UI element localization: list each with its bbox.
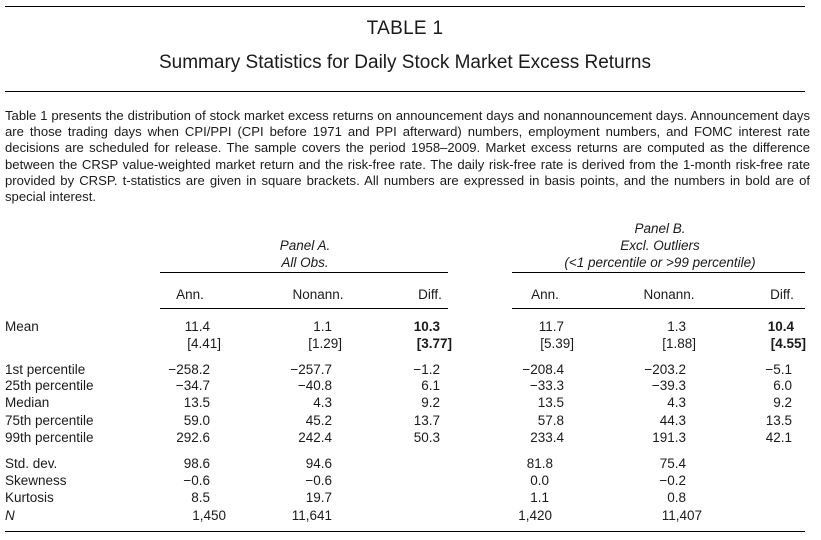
cell-p1-nonann-b: −203.2	[644, 362, 686, 377]
cell-n-ann-a: 1,450	[192, 508, 226, 523]
cell-std-nonann-b: 75.4	[659, 456, 686, 471]
cell-p99-ann-b: 233.4	[530, 430, 564, 445]
cell-median-nonann-b: 4.3	[667, 395, 686, 410]
panel-a-line2: All Obs.	[281, 255, 329, 270]
row-label-p25: 25th percentile	[5, 378, 94, 393]
cell-p75-diff-b: 13.5	[765, 413, 792, 428]
col-header-nonann-a: Nonann.	[292, 287, 344, 302]
table-caption: Table 1 presents the distribution of sto…	[5, 108, 810, 205]
cell-p25-diff-a: 6.1	[421, 378, 440, 393]
cell-p1-diff-a: −1.2	[413, 362, 440, 377]
row-label-median: Median	[5, 395, 50, 410]
col-rule-a	[160, 308, 448, 309]
caption-text: Table 1 presents the distribution of sto…	[5, 108, 810, 205]
cell-p75-diff-a: 13.7	[413, 413, 440, 428]
cell-p1-nonann-a: −257.7	[290, 362, 332, 377]
col-header-ann-b: Ann.	[531, 287, 559, 302]
cell-kurt-ann-a: 8.5	[191, 490, 210, 505]
row-label-mean: Mean	[5, 319, 39, 334]
panel-b-line3: (<1 percentile or >99 percentile)	[564, 255, 756, 270]
cell-skew-ann-b: 0.0	[530, 473, 549, 488]
cell-p1-diff-b: −5.1	[765, 362, 792, 377]
cell-mean-diff-b: 10.4	[767, 319, 794, 334]
col-header-nonann-b: Nonann.	[643, 287, 695, 302]
row-label-p75: 75th percentile	[5, 413, 94, 428]
cell-mean-t-ann-b: [5.39]	[540, 336, 574, 351]
bottom-rule	[5, 531, 805, 532]
cell-median-ann-a: 13.5	[183, 395, 210, 410]
row-label-p1: 1st percentile	[5, 362, 86, 377]
cell-mean-ann-b: 11.7	[538, 319, 564, 334]
cell-median-diff-a: 9.2	[421, 395, 440, 410]
cell-p99-nonann-b: 191.3	[652, 430, 686, 445]
row-label-std: Std. dev.	[5, 456, 58, 471]
cell-mean-t-nonann-a: [1.29]	[308, 336, 342, 351]
panel-b-line1: Panel B.	[634, 221, 686, 236]
cell-p75-ann-b: 57.8	[537, 413, 564, 428]
col-rule-b	[512, 308, 805, 309]
cell-mean-nonann-b: 1.3	[667, 319, 686, 334]
table-title: Summary Statistics for Daily Stock Marke…	[158, 52, 651, 73]
cell-p75-nonann-a: 45.2	[305, 413, 332, 428]
cell-mean-nonann-a: 1.1	[313, 319, 332, 334]
cell-mean-t-nonann-b: [1.88]	[662, 336, 696, 351]
cell-p25-ann-b: −33.3	[529, 378, 564, 393]
cell-median-ann-b: 13.5	[537, 395, 564, 410]
row-label-kurt: Kurtosis	[5, 490, 54, 505]
col-header-diff-b: Diff.	[770, 287, 794, 302]
col-header-diff-a: Diff.	[418, 287, 442, 302]
cell-p99-nonann-a: 242.4	[298, 430, 332, 445]
cell-p75-ann-a: 59.0	[183, 413, 210, 428]
cell-mean-t-diff-a: [3.77]	[416, 336, 452, 351]
col-header-ann-a: Ann.	[176, 287, 204, 302]
panel-b-line2: Excl. Outliers	[620, 238, 700, 253]
title-rule	[5, 91, 805, 92]
cell-std-nonann-a: 94.6	[305, 456, 332, 471]
cell-p1-ann-a: −258.2	[168, 362, 210, 377]
cell-n-nonann-a: 11,641	[291, 508, 332, 523]
top-rule	[5, 6, 805, 7]
cell-skew-nonann-b: −0.2	[659, 473, 686, 488]
panel-a-heading: Panel A. All Obs.	[220, 237, 390, 271]
cell-median-nonann-a: 4.3	[313, 395, 332, 410]
cell-p1-ann-b: −208.4	[522, 362, 564, 377]
cell-mean-t-diff-b: [4.55]	[770, 336, 806, 351]
cell-mean-ann-a: 11.4	[184, 319, 210, 334]
panel-b-heading: Panel B. Excl. Outliers (<1 percentile o…	[500, 220, 820, 271]
cell-p25-diff-b: 6.0	[773, 378, 792, 393]
cell-mean-t-ann-a: [4.41]	[187, 336, 221, 351]
row-label-n: N	[5, 508, 15, 523]
cell-skew-nonann-a: −0.6	[305, 473, 332, 488]
cell-median-diff-b: 9.2	[773, 395, 792, 410]
panel-a-rule	[160, 272, 448, 273]
cell-n-ann-b: 1,420	[518, 508, 552, 523]
cell-p99-diff-b: 42.1	[765, 430, 792, 445]
panel-b-rule	[512, 272, 805, 273]
cell-skew-ann-a: −0.6	[183, 473, 210, 488]
cell-kurt-nonann-a: 19.7	[305, 490, 332, 505]
row-label-skew: Skewness	[5, 473, 67, 488]
cell-p25-nonann-a: −40.8	[297, 378, 332, 393]
panel-a-line1: Panel A.	[279, 238, 331, 253]
cell-n-nonann-b: 11,407	[661, 508, 702, 523]
cell-p99-ann-a: 292.6	[176, 430, 210, 445]
cell-mean-diff-a: 10.3	[413, 319, 440, 334]
cell-p75-nonann-b: 44.3	[659, 413, 686, 428]
cell-std-ann-b: 81.8	[526, 456, 553, 471]
cell-std-ann-a: 98.6	[183, 456, 210, 471]
cell-kurt-ann-b: 1.1	[530, 490, 549, 505]
cell-p25-ann-a: −34.7	[175, 378, 210, 393]
table-label: TABLE 1	[366, 18, 444, 39]
row-label-p99: 99th percentile	[5, 430, 94, 445]
cell-p25-nonann-b: −39.3	[651, 378, 686, 393]
cell-p99-diff-a: 50.3	[413, 430, 440, 445]
cell-kurt-nonann-b: 0.8	[667, 490, 686, 505]
